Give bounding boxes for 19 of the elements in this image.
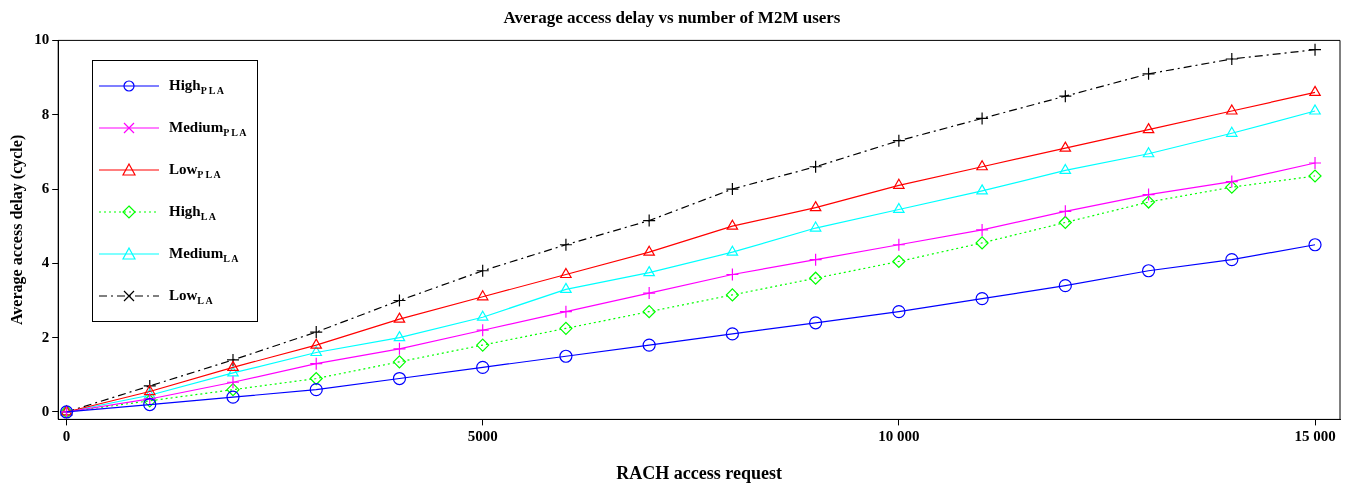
legend-label: High$_{P L A}$	[169, 76, 225, 96]
y-tick-label: 2	[41, 328, 50, 345]
legend-label: Medium$_{L A}$	[169, 244, 239, 264]
y-tick-label: 6	[41, 179, 50, 196]
x-axis-title: RACH access request	[616, 462, 782, 483]
y-tick-label: 0	[41, 402, 50, 419]
x-tick-label: 5000	[467, 428, 498, 445]
y-tick-label: 8	[41, 105, 50, 122]
x-tick-label: 0	[62, 428, 71, 445]
legend-label: Low$_{L A}$	[169, 286, 213, 306]
x-tick-label: 10 000	[878, 428, 920, 445]
legend-label: High$_{L A}$	[169, 202, 216, 222]
x-tick-label: 15 000	[1294, 428, 1336, 445]
y-axis-title: Average access delay (cycle)	[7, 134, 26, 326]
chart-title: Average access delay vs number of M2M users	[503, 7, 841, 27]
y-tick-label: 4	[41, 254, 50, 271]
y-tick-label: 10	[34, 31, 50, 48]
legend-label: Medium$_{P L A}$	[169, 118, 247, 138]
legend-label: Low$_{P L A}$	[169, 160, 221, 180]
